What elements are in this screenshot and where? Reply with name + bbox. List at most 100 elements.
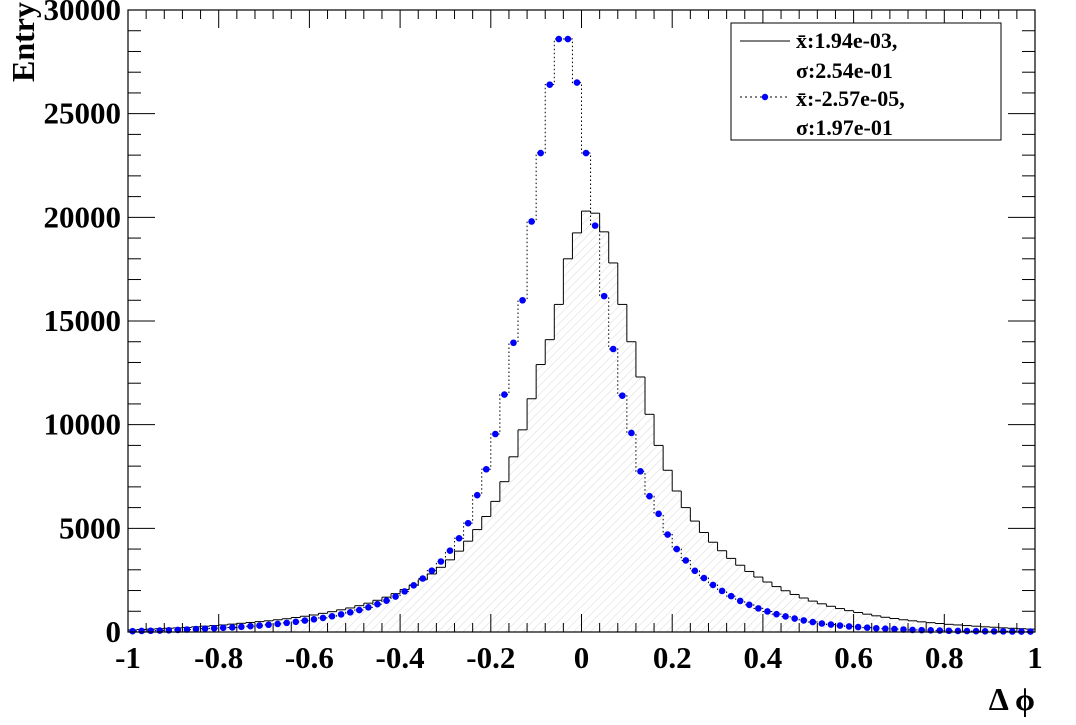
series-2-point [646, 492, 653, 500]
legend-entry-1-sigma: σ:2.54e-01 [796, 58, 893, 83]
series-2-point [854, 623, 862, 631]
series-2-point [464, 519, 472, 527]
fill-layer [128, 211, 1035, 633]
x-tick-label: 0.4 [744, 640, 783, 675]
x-tick-label: -0.4 [376, 640, 425, 675]
legend-swatch-marker-2 [761, 93, 769, 101]
series-2-point [528, 218, 535, 225]
series-2-point [990, 628, 998, 635]
series-2-point [872, 624, 880, 632]
series-2-point [773, 610, 780, 618]
series-2-point [383, 597, 390, 604]
series-2-point [165, 627, 173, 634]
series-2-point [238, 623, 245, 631]
y-tick-label: 15000 [44, 303, 122, 338]
series-2-point [691, 567, 699, 575]
series-2-point [582, 149, 590, 157]
series-2-point [401, 588, 408, 595]
series-2-point [292, 618, 300, 626]
series-2-point [755, 605, 762, 612]
series-2-point [365, 604, 372, 611]
series-2-point [954, 627, 962, 635]
series-2-point [247, 622, 254, 630]
series-2-point [374, 600, 381, 608]
series-2-point [700, 574, 708, 582]
x-tick-label: -0.6 [285, 640, 334, 675]
series-2-point [619, 392, 626, 399]
series-2-point [274, 620, 281, 628]
x-tick-label: -1 [115, 640, 141, 675]
series-2-point [328, 612, 336, 620]
series-2-point [655, 510, 662, 518]
y-axis-title: Entry [5, 2, 41, 82]
series-2-point [210, 624, 218, 632]
series-2-point [482, 465, 490, 473]
series-2-point [355, 606, 363, 614]
y-axis-tick-labels: 0 5000 10000 15000 20000 25000 30000 [44, 0, 122, 649]
series-2-point [782, 613, 789, 620]
legend-entry-2-mean: x̄:-2.57e-05, [796, 86, 905, 111]
series-2-point [410, 582, 418, 589]
series-2-point [981, 627, 989, 635]
legend-box [730, 22, 1002, 141]
series-2-point [609, 345, 617, 353]
series-2-point [537, 149, 544, 157]
series-2-point [882, 625, 889, 632]
series-2-point [664, 531, 671, 538]
series-2-point [265, 621, 272, 629]
series-2-point [138, 627, 145, 635]
series-2-point [519, 296, 526, 304]
y-tick-label: 30000 [44, 0, 122, 27]
series-2-point [446, 547, 454, 555]
series-2-point [818, 620, 826, 627]
series-2-point [546, 81, 554, 88]
series-2-point [437, 558, 445, 565]
x-tick-label: 0.2 [653, 640, 692, 675]
series-2-point [455, 534, 463, 542]
series-2-point [591, 222, 599, 229]
series-2-point [673, 545, 681, 553]
series-2-point [129, 627, 136, 635]
series-2-point [963, 627, 971, 635]
series-2-point [283, 619, 291, 627]
series-2-point [972, 627, 980, 635]
x-axis-title: Δ ϕ [989, 681, 1035, 717]
series-2-point [745, 601, 753, 609]
marker-layer [129, 35, 1034, 635]
series-2-point [201, 625, 209, 632]
series-2-point [718, 587, 726, 595]
y-tick-label: 20000 [44, 199, 122, 234]
y-tick-label: 10000 [44, 407, 122, 442]
series-2-point [256, 622, 263, 629]
series-2-point [473, 491, 481, 499]
series-2-point [192, 625, 200, 633]
x-axis-tick-labels: -1 -0.8 -0.6 -0.4 -0.2 0 0.2 0.4 0.6 0.8 1 [115, 640, 1043, 675]
series-1-fill [128, 211, 1035, 633]
series-2-point [727, 592, 735, 600]
series-2-point [628, 429, 635, 437]
series-2-point [555, 35, 563, 43]
series-2-point [501, 391, 508, 398]
series-2-point [863, 624, 871, 631]
series-2-point [836, 622, 844, 629]
series-2-point [927, 627, 934, 634]
series-2-point [845, 623, 853, 630]
series-2-point [219, 624, 227, 632]
x-tick-label: -0.8 [194, 640, 243, 675]
series-2-point [791, 615, 798, 622]
series-2-point [637, 468, 644, 475]
x-tick-label: 0.6 [834, 640, 873, 675]
series-2-point [229, 624, 236, 631]
x-tick-label: 1 [1027, 640, 1043, 675]
y-tick-label: 0 [106, 614, 122, 649]
y-tick-label: 5000 [59, 510, 121, 545]
series-2-point [310, 616, 318, 623]
series-2-point [392, 593, 399, 600]
series-2-point [573, 79, 581, 86]
series-2-point [600, 292, 608, 300]
series-2-point [147, 627, 154, 635]
series-2-point [945, 627, 953, 635]
series-2-point [709, 581, 717, 589]
